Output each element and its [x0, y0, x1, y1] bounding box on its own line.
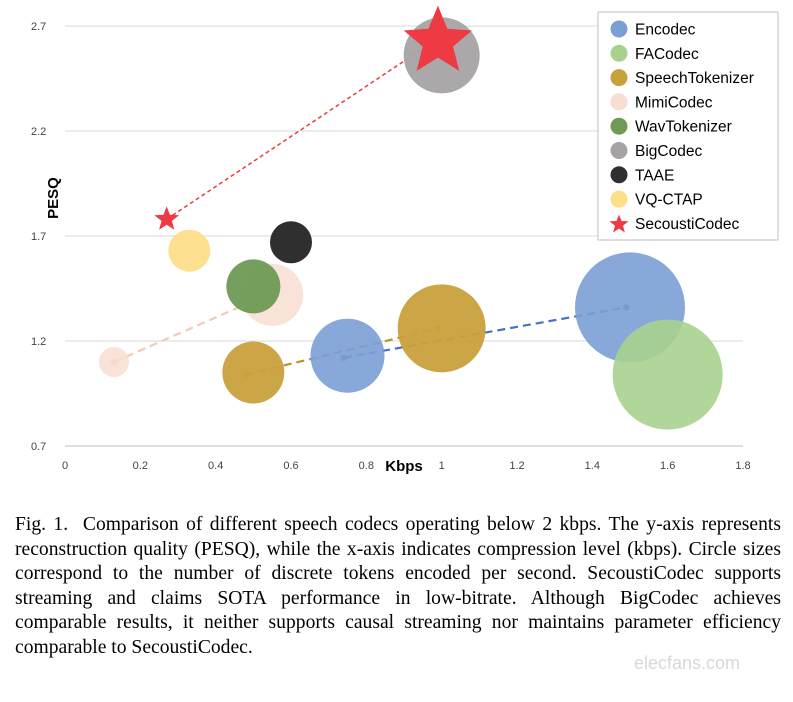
y-axis-label: PESQ	[45, 177, 62, 219]
trend-line-secousticodec	[166, 37, 439, 220]
x-tick-label: 1.8	[735, 460, 750, 472]
legend-marker	[610, 117, 628, 135]
x-tick-label: 1	[439, 460, 445, 472]
data-points	[98, 5, 723, 430]
legend-marker	[610, 142, 628, 159]
legend-label: WavTokenizer	[635, 119, 732, 136]
legend-marker	[609, 214, 629, 233]
bubble-mimicodec	[98, 347, 129, 377]
axes: 0.7 1.2 1.7 2.2 2.7 0 0.2 0.4 0.6 0.8 1 1.2 1.4 1.6 1.…	[31, 21, 751, 472]
x-tick-label: 0.6	[283, 460, 298, 472]
figure-label: Fig. 1.	[15, 514, 69, 535]
y-tick-label: 0.7	[31, 441, 46, 453]
y-tick-label: 2.2	[31, 126, 46, 138]
legend-label: SecoustiCodec	[635, 216, 740, 233]
legend-box	[597, 11, 779, 241]
y-tick-label: 1.2	[31, 336, 46, 348]
legend-marker	[610, 166, 628, 184]
x-tick-label: 0.8	[359, 460, 374, 472]
x-tick-label: 1.2	[509, 460, 524, 472]
legend-label: TAAE	[635, 167, 674, 184]
bubble-encodec	[310, 318, 385, 393]
x-tick-label: 0.2	[133, 460, 148, 472]
legend-label: SpeechTokenizer	[635, 70, 754, 87]
legend-marker	[610, 93, 628, 111]
caption-text: Comparison of different speech codecs op…	[15, 514, 781, 658]
legend-marker	[610, 44, 628, 62]
bubble-taae	[270, 221, 312, 264]
bubble-speechtokenizer	[222, 341, 285, 404]
figure-caption: Fig. 1. Comparison of different speech c…	[15, 513, 781, 661]
x-tick-label: 1.6	[660, 460, 675, 472]
codec-bubble-chart: 0.7 1.2 1.7 2.2 2.7 0 0.2 0.4 0.6 0.8 1 1.2 1.4 1.6 1.…	[31, 5, 779, 475]
y-tick-label: 1.7	[31, 231, 46, 243]
legend: Encodec FACodec SpeechTokenizer MimiCodec Wa…	[597, 11, 779, 241]
y-tick-label: 2.7	[31, 21, 46, 33]
x-tick-label: 1.4	[585, 460, 600, 472]
x-axis-label: Kbps	[385, 458, 423, 475]
x-tick-label: 0.4	[208, 460, 223, 472]
legend-label: VQ-CTAP	[635, 192, 703, 209]
bubble-vq-ctap	[168, 229, 211, 272]
star-secousticodec	[403, 5, 473, 71]
legend-label: BigCodec	[635, 143, 702, 160]
legend-label: FACodec	[635, 46, 699, 63]
legend-label: Encodec	[635, 22, 696, 39]
bubble-speechtokenizer	[397, 284, 486, 373]
watermark: elecfans.com	[634, 653, 741, 673]
legend-marker	[610, 69, 628, 87]
legend-marker	[610, 190, 628, 208]
legend-label: MimiCodec	[635, 94, 713, 111]
bubble-facodec	[612, 319, 723, 430]
legend-marker	[610, 20, 628, 38]
star-secousticodec	[154, 206, 180, 230]
bubble-wavtokenizer	[226, 259, 281, 314]
x-tick-label: 0	[62, 460, 68, 472]
